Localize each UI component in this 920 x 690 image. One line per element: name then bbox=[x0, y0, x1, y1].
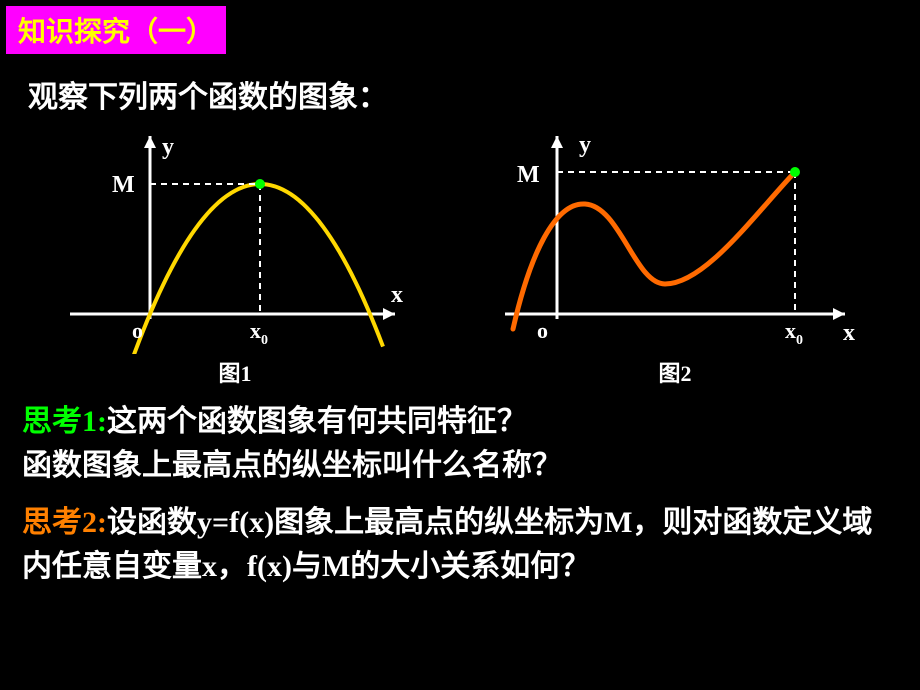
svg-text:x: x bbox=[843, 320, 855, 346]
chart2-svg: y x o Mx0 bbox=[485, 124, 865, 354]
svg-text:x0: x0 bbox=[250, 318, 268, 348]
chart1-svg: y x o Mx0 bbox=[55, 124, 415, 354]
think2-block: 思考2:设函数y=f(x)图象上最高点的纵坐标为M，则对函数定义域内任意自变量x… bbox=[22, 501, 898, 588]
svg-text:o: o bbox=[537, 318, 548, 343]
think1-rest1: 这两个函数图象有何共同特征？ bbox=[107, 405, 527, 438]
svg-text:y: y bbox=[162, 134, 174, 160]
think1-line2: 函数图象上最高点的纵坐标叫什么名称？ bbox=[22, 444, 898, 488]
svg-text:x0: x0 bbox=[785, 318, 803, 348]
chart2-wrap: y x o Mx0 图2 bbox=[485, 124, 865, 388]
section-title: 知识探究（一） bbox=[18, 17, 214, 48]
svg-text:x: x bbox=[391, 282, 403, 308]
section-header: 知识探究（一） bbox=[6, 6, 226, 54]
svg-text:o: o bbox=[132, 318, 143, 343]
charts-row: y x o Mx0 图1 y x o Mx0 图2 bbox=[0, 124, 920, 388]
think2-rest: 设函数y=f(x)图象上最高点的纵坐标为M，则对函数定义域内任意自变量x，f(x… bbox=[22, 506, 872, 583]
svg-text:M: M bbox=[112, 172, 135, 198]
chart2-label: 图2 bbox=[658, 356, 691, 388]
think1-label: 思考1: bbox=[22, 405, 107, 438]
think2-label: 思考2: bbox=[22, 506, 107, 539]
chart1-wrap: y x o Mx0 图1 bbox=[55, 124, 415, 388]
observe-text: 观察下列两个函数的图象： bbox=[28, 72, 920, 116]
think1-line1: 思考1:这两个函数图象有何共同特征？ bbox=[22, 400, 898, 444]
svg-text:y: y bbox=[579, 132, 591, 158]
chart1-label: 图1 bbox=[218, 356, 251, 388]
svg-text:M: M bbox=[517, 162, 540, 188]
